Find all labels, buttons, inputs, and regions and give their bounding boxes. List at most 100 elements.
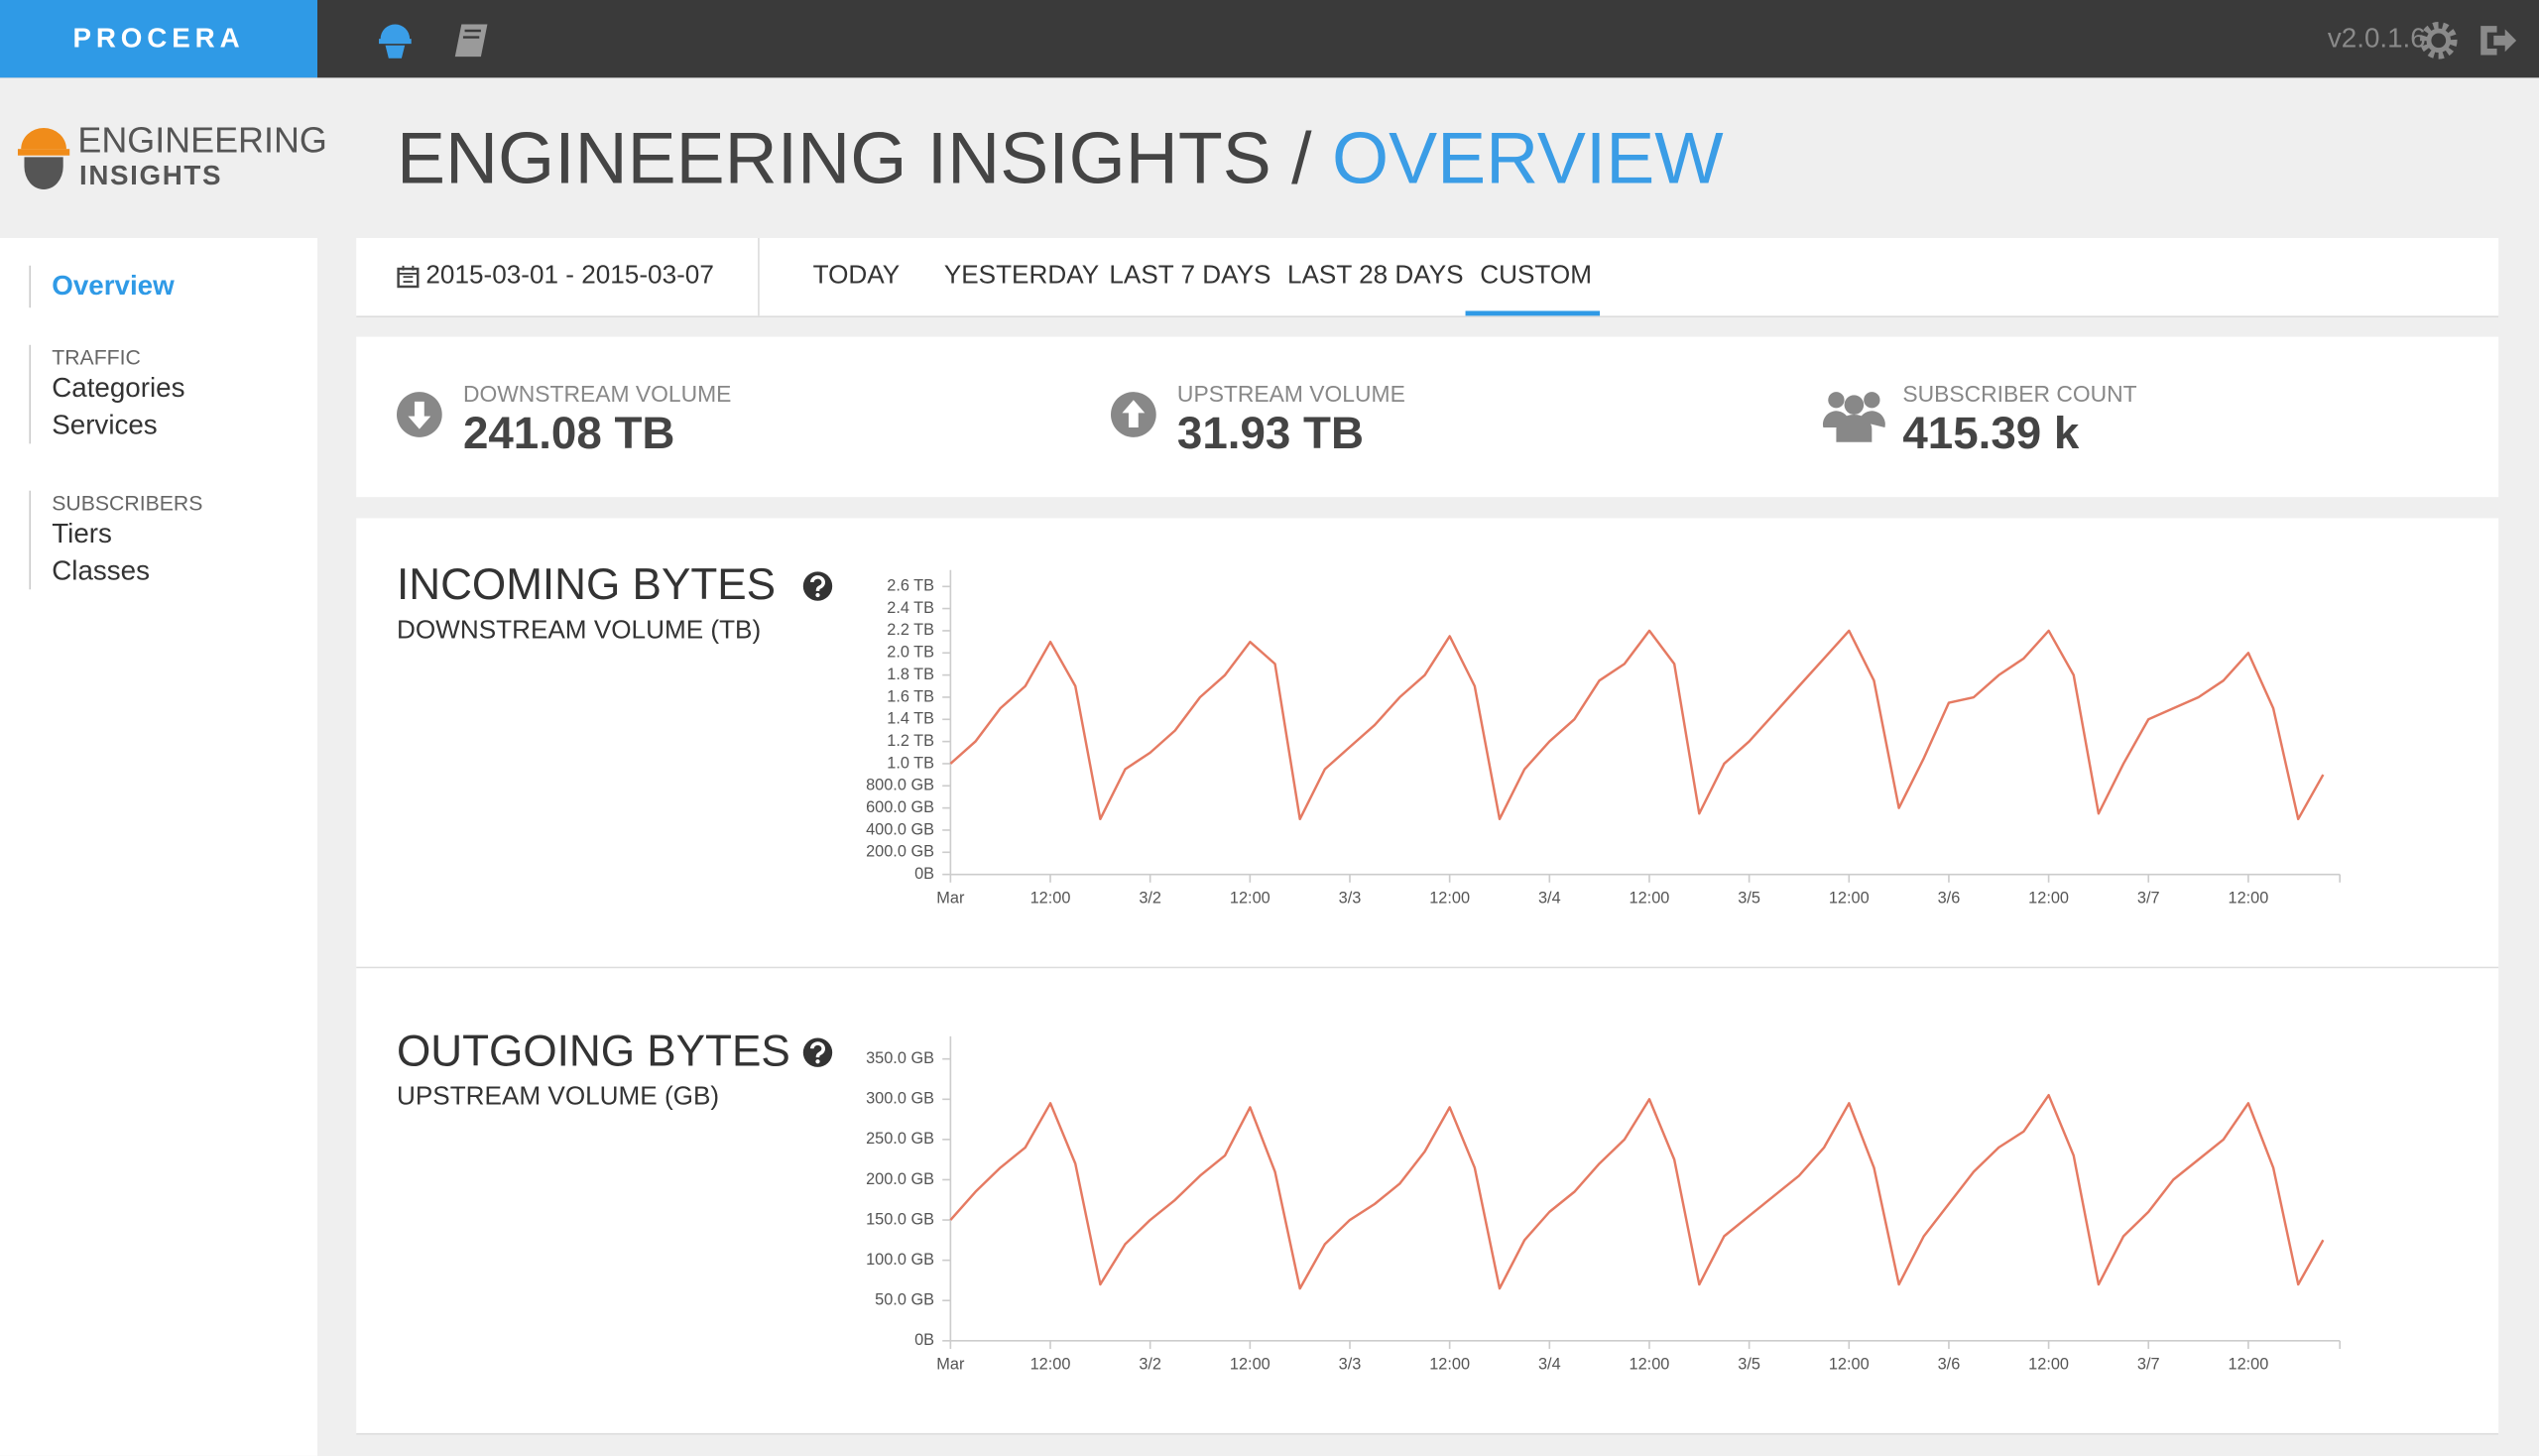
nav-item[interactable]: Categories [52,372,185,404]
y-tick-label: 1.4 TB [887,710,934,728]
page-title-section: OVERVIEW [1332,116,1724,199]
y-tick-label: 200.0 GB [866,1170,934,1188]
chart-subtitle: DOWNSTREAM VOLUME (TB) [396,617,762,645]
y-tick-label: 200.0 GB [866,843,934,861]
tab[interactable]: LAST 28 DAYS [1286,262,1464,291]
x-tick-label: 12:00 [1630,889,1670,907]
tab[interactable]: YESTERDAY [943,262,1100,291]
stat-value: 241.08 TB [462,408,675,459]
tabs: TODAY YESTERDAY LAST 7 DAYS LAST 28 DAYS CUS… [793,238,1765,316]
nav-item[interactable]: Services [52,410,158,441]
x-tick-label: 12:00 [1630,1356,1670,1374]
x-tick-label: 12:00 [1829,1356,1870,1374]
x-tick-label: 12:00 [1230,1356,1270,1374]
x-tick-label: 3/7 [2137,1356,2160,1374]
y-tick-label: 600.0 GB [866,798,934,816]
nav-item[interactable]: Tiers [52,518,112,549]
top-icons[interactable] [373,16,519,64]
y-tick-label: 1.8 TB [887,666,934,683]
stat-value: 31.93 TB [1176,408,1364,459]
down-icon [396,392,442,437]
y-tick-label: 50.0 GB [875,1291,934,1309]
y-tick-label: 350.0 GB [866,1049,934,1067]
x-tick-label: 3/2 [1139,889,1161,907]
x-tick-label: 3/4 [1538,1356,1561,1374]
x-tick-label: 3/3 [1339,1356,1362,1374]
y-tick-label: 250.0 GB [866,1130,934,1148]
filter-bar: 2015-03-01 - 2015-03-07 TODAY YESTERDAY LA… [356,237,2499,317]
x-tick-label: 3/5 [1738,1356,1760,1374]
tab[interactable]: CUSTOM [1480,262,1592,291]
chart-title: INCOMING BYTES [396,559,777,609]
stat-label: DOWNSTREAM VOLUME [462,380,732,407]
x-tick-label: 12:00 [1429,1356,1470,1374]
y-tick-label: 800.0 GB [866,777,934,794]
x-tick-label: 3/3 [1339,889,1362,907]
y-tick-label: 2.2 TB [887,621,934,639]
nav-section: SUBSCRIBERS [52,490,203,516]
help-icon[interactable] [801,570,834,603]
top-right-icons[interactable] [2416,20,2529,61]
y-tick-label: 1.0 TB [887,754,934,772]
y-tick-label: 1.6 TB [887,687,934,705]
y-tick-label: 2.6 TB [887,577,934,595]
y-tick-label: 0B [914,865,934,883]
tab[interactable]: TODAY [812,262,901,291]
y-tick-label: 300.0 GB [866,1090,934,1108]
tab[interactable]: LAST 7 DAYS [1109,262,1271,291]
sidebar: Overview TRAFFIC Categories Services SUB… [0,237,317,1456]
subscribers-icon [1822,392,1885,442]
stats-card: DOWNSTREAM VOLUME 241.08 TB UPSTREAM VOLUM… [356,336,2499,498]
x-tick-label: 12:00 [2028,889,2069,907]
y-tick-label: 2.4 TB [887,599,934,617]
data-line [949,629,2325,821]
logo: ENGINEERING INSIGHTS [0,77,327,238]
x-tick-label: 12:00 [2228,1356,2268,1374]
y-tick-label: 2.0 TB [887,644,934,662]
nav-item[interactable]: Classes [52,554,150,587]
x-tick-label: 12:00 [1030,1356,1071,1374]
chart-card: OUTGOING BYTES UPSTREAM VOLUME (GB) 0B 50… [356,968,2499,1435]
brand[interactable]: PROCERA [0,0,317,78]
calendar-icon [397,265,420,289]
y-tick-label: 1.2 TB [887,732,934,750]
x-tick-label: 3/5 [1738,889,1760,907]
version: v2.0.1.6 [2327,22,2426,54]
logo-icon [17,127,70,190]
logo-text: ENGINEERING [77,119,327,161]
stat-label: SUBSCRIBER COUNT [1902,380,2137,407]
data-line [949,1093,2325,1290]
nav-section: TRAFFIC [52,344,141,370]
x-tick-label: Mar [936,889,965,907]
x-tick-label: 12:00 [1429,889,1470,907]
x-tick-label: 3/2 [1139,1356,1161,1374]
y-tick-label: 100.0 GB [866,1251,934,1269]
up-icon [1110,392,1156,437]
chart-title: OUTGOING BYTES [396,1027,790,1076]
chart-card: INCOMING BYTES DOWNSTREAM VOLUME (TB) 0B… [356,518,2499,969]
help-icon[interactable] [801,1036,834,1069]
y-tick-label: 150.0 GB [866,1210,934,1228]
page-title: ENGINEERING INSIGHTS / OVERVIEW [397,117,1724,201]
x-tick-label: 12:00 [1230,889,1270,907]
stat-value: 415.39 k [1902,408,2080,459]
x-tick-label: Mar [936,1356,965,1374]
active-tab-underline [1465,310,1601,316]
top-bar: PROCERA v2.0.1.6 [0,0,2539,78]
date-range[interactable]: 2015-03-01 - 2015-03-07 [425,262,714,291]
x-tick-label: 12:00 [2028,1356,2069,1374]
x-tick-label: 12:00 [1829,889,1870,907]
x-tick-label: 12:00 [2228,889,2268,907]
page-title-main: ENGINEERING INSIGHTS / [396,116,1312,199]
y-tick-label: 0B [914,1331,934,1349]
chart: 0B 50.0 GB 100.0 GB 150.0 GB 200.0 GB 250.0 G… [866,1035,2341,1374]
nav-item[interactable]: Overview [52,270,175,302]
x-tick-label: 3/6 [1938,1356,1961,1374]
y-tick-label: 400.0 GB [866,820,934,838]
x-tick-label: 3/6 [1938,889,1961,907]
chart-subtitle: UPSTREAM VOLUME (GB) [396,1083,720,1111]
x-tick-label: 12:00 [1030,889,1071,907]
chart: 0B 200.0 GB 400.0 GB 600.0 GB 800.0 GB 1.0 TB… [866,569,2341,907]
x-tick-label: 3/7 [2137,889,2160,907]
